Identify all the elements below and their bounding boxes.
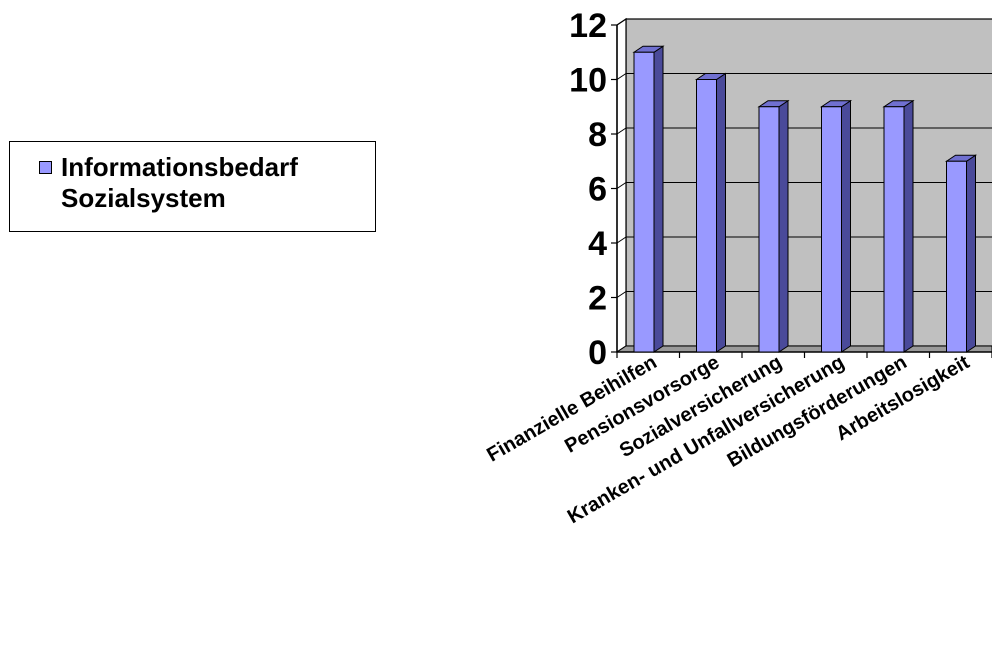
y-tick-label: 8 <box>588 116 607 154</box>
bar <box>946 160 967 353</box>
bar-side <box>716 72 726 353</box>
y-tick-label: 2 <box>588 280 607 318</box>
gridline-side <box>616 182 627 189</box>
bar <box>821 106 842 353</box>
bar <box>696 79 717 353</box>
bar-side <box>903 99 914 353</box>
bar-side <box>653 45 664 353</box>
y-tick-label: 6 <box>588 171 607 209</box>
y-tick-label: 4 <box>588 225 607 263</box>
y-tick-label: 0 <box>588 334 607 372</box>
bar <box>633 51 655 353</box>
bar <box>758 106 780 353</box>
gridline-side <box>616 73 627 80</box>
bar-side <box>778 99 789 353</box>
gridline-side <box>616 236 627 244</box>
chart-legend: Informationsbedarf Sozialsystem <box>9 141 376 232</box>
gridline-side <box>616 127 627 135</box>
bar-side <box>966 154 976 353</box>
y-tick-label: 12 <box>569 7 607 45</box>
gridline-side <box>616 18 627 26</box>
bar-side <box>841 99 851 353</box>
gridline-side <box>616 291 627 298</box>
bar <box>883 106 905 353</box>
legend-label: Informationsbedarf Sozialsystem <box>61 152 298 213</box>
plot-floor <box>615 345 992 353</box>
legend-swatch <box>39 161 52 174</box>
y-tick-label: 10 <box>569 62 607 100</box>
